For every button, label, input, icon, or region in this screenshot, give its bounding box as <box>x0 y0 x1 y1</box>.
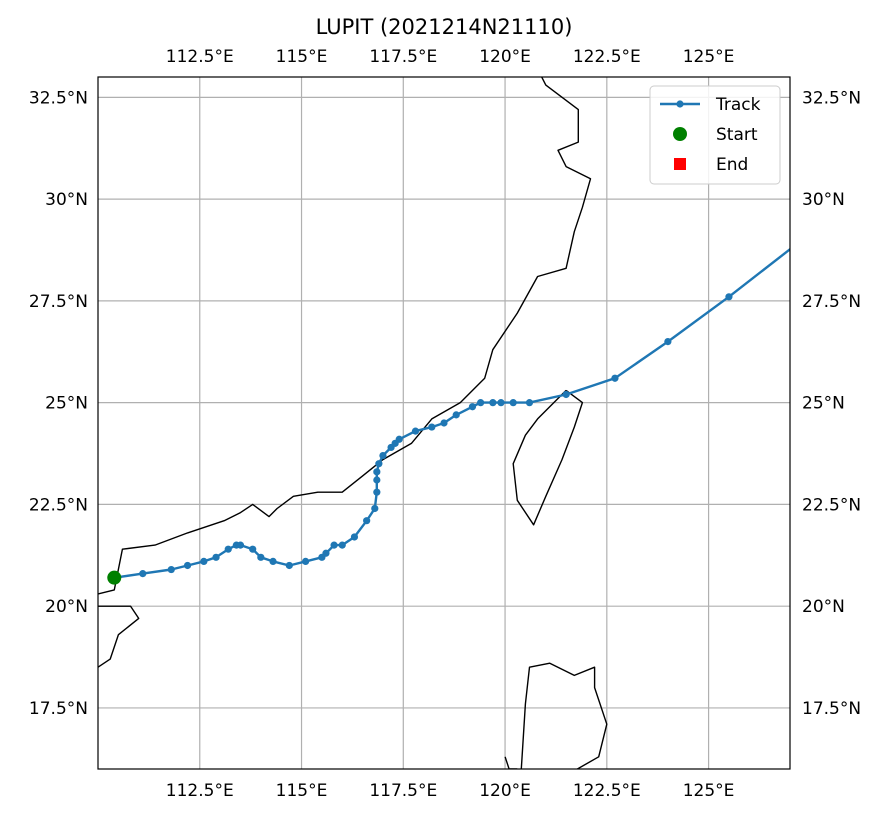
tick-label-top-1: 115°E <box>276 47 328 67</box>
tick-label-right-5: 30°N <box>802 190 845 210</box>
coastline-2 <box>98 605 140 668</box>
track-point <box>525 399 534 407</box>
tick-label-left-0: 17.5°N <box>29 699 88 719</box>
track-layer <box>107 234 808 585</box>
legend-track-dot <box>676 100 684 108</box>
track-point <box>375 460 383 468</box>
tick-label-left-6: 32.5°N <box>29 88 88 108</box>
track-point <box>452 411 460 419</box>
tick-label-left-1: 20°N <box>45 597 88 617</box>
track-point <box>379 451 387 460</box>
track-point <box>249 545 257 553</box>
tick-label-right-2: 22.5°N <box>802 495 861 515</box>
track-point <box>373 468 381 476</box>
track-point <box>338 541 346 549</box>
tick-label-right-0: 17.5°N <box>802 699 861 719</box>
legend-end-marker <box>674 158 686 170</box>
track-point <box>236 541 245 549</box>
track-point <box>302 557 310 566</box>
tick-label-top-2: 117.5°E <box>369 47 437 67</box>
start-marker <box>107 570 122 585</box>
track-point <box>477 399 485 407</box>
track-point <box>167 565 175 574</box>
tick-label-right-3: 25°N <box>802 394 845 414</box>
tick-label-bottom-0: 112.5°E <box>166 781 234 801</box>
coastlines <box>98 77 608 769</box>
track-point <box>497 399 505 407</box>
tick-label-bottom-1: 115°E <box>276 781 328 801</box>
coastline-0 <box>98 77 592 595</box>
track-point <box>212 553 220 561</box>
tick-label-top-3: 120°E <box>479 47 531 67</box>
tick-label-left-2: 22.5°N <box>29 495 88 515</box>
axis-ticks: 112.5°E 112.5°E 115°E 115°E 117.5°E 117.5°E 12… <box>29 47 861 801</box>
tick-label-top-5: 125°E <box>683 47 735 67</box>
track-point <box>428 423 436 431</box>
track-point <box>725 293 733 301</box>
track-point <box>269 557 277 566</box>
track-point <box>799 236 806 243</box>
tick-label-right-4: 27.5°N <box>802 292 861 312</box>
coastline-3 <box>504 756 518 769</box>
track-point <box>373 488 381 496</box>
track-point <box>468 403 477 411</box>
coastline-1 <box>512 389 584 526</box>
track-point <box>611 374 619 382</box>
track-point <box>330 541 338 549</box>
coastline-4 <box>520 662 608 769</box>
track-point <box>373 476 381 484</box>
legend-label-0: Track <box>715 95 761 115</box>
plot-frame <box>97 76 791 770</box>
track-point <box>139 570 147 578</box>
legend-box <box>649 85 781 185</box>
track-point <box>350 533 359 541</box>
map-title: LUPIT (2021214N21110) <box>316 15 573 39</box>
track-point <box>562 390 570 399</box>
legend-label-2: End <box>716 155 748 175</box>
legend-label-1: Start <box>716 125 758 145</box>
track-point <box>363 517 371 525</box>
track-point <box>664 337 672 346</box>
track-point <box>440 419 448 427</box>
track-point <box>395 435 403 443</box>
track-point <box>183 561 192 570</box>
track-point <box>509 399 517 407</box>
tick-label-bottom-4: 122.5°E <box>573 781 641 801</box>
track-point <box>322 549 330 557</box>
track-point <box>489 399 497 407</box>
tick-label-left-4: 27.5°N <box>29 292 88 312</box>
tick-label-top-4: 122.5°E <box>573 47 641 67</box>
track-point <box>411 427 420 435</box>
tick-label-bottom-5: 125°E <box>683 781 735 801</box>
track-point <box>200 557 208 566</box>
tick-label-left-3: 25°N <box>45 394 88 414</box>
track-point <box>224 545 232 553</box>
legend-start-marker <box>673 127 687 141</box>
tick-label-top-0: 112.5°E <box>166 47 234 67</box>
tick-label-right-6: 32.5°N <box>802 88 861 108</box>
track-point <box>257 553 265 561</box>
tick-label-right-1: 20°N <box>802 597 845 617</box>
end-marker <box>796 234 808 246</box>
legend: Track Start End <box>649 85 781 185</box>
track-line <box>114 247 790 579</box>
tick-label-bottom-2: 117.5°E <box>369 781 437 801</box>
track-point <box>371 504 379 513</box>
track-point <box>285 561 293 570</box>
tick-label-bottom-3: 120°E <box>479 781 531 801</box>
tick-label-left-5: 30°N <box>45 190 88 210</box>
